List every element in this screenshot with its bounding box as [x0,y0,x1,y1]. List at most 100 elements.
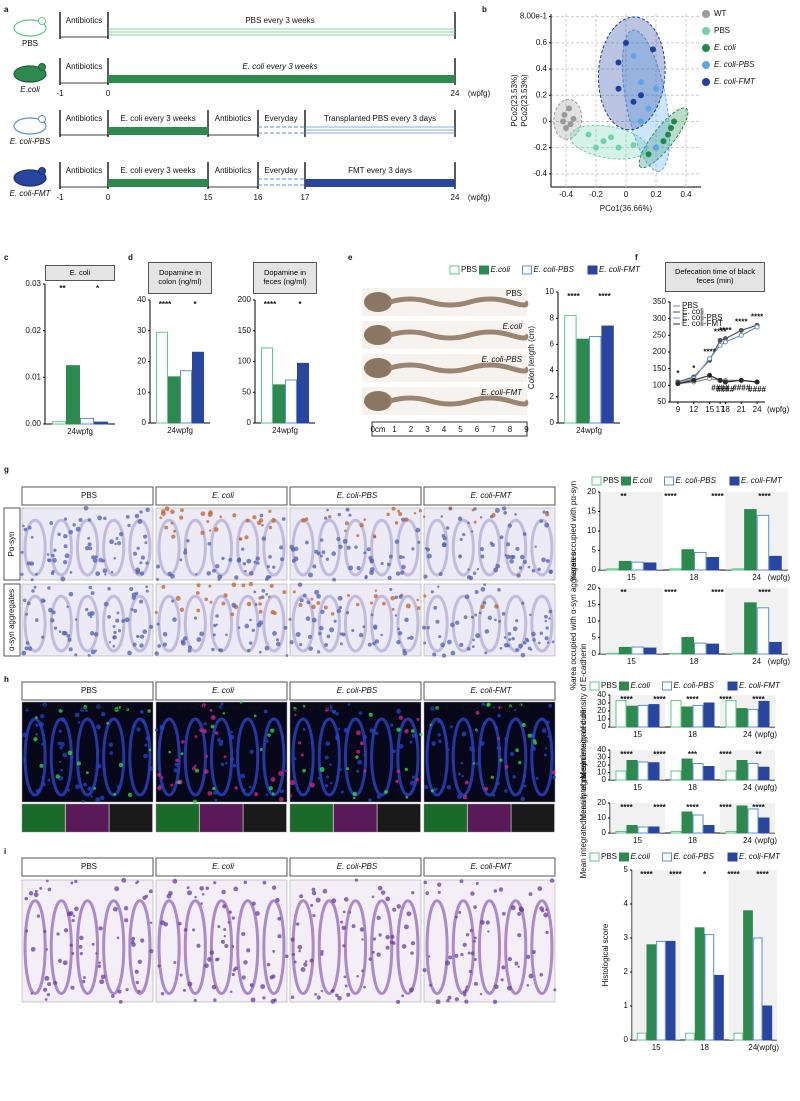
crypt [49,899,73,995]
y-tick-label: 30 [137,326,146,335]
ruler-label: 5 [458,425,463,434]
channel-strip [199,803,243,833]
significance: **** [756,870,769,879]
crypt [396,717,420,797]
cell [217,925,221,929]
cell [363,518,367,521]
cell [95,797,101,803]
cell [116,936,120,940]
crypt [317,899,341,995]
cell [297,944,303,950]
cell [463,993,467,997]
stain-label: Curli [60,703,77,712]
point [754,324,760,330]
cell [511,554,516,559]
cell [532,638,536,642]
cell [244,623,250,629]
cell [35,618,39,622]
channel-strip [511,803,555,833]
cell [416,598,420,602]
cell [78,944,83,949]
cell [67,637,72,642]
cell [200,902,203,905]
x-axis-title: (wpfg) [767,405,790,414]
cell [107,587,111,591]
cell [279,789,284,794]
cell [70,881,74,885]
cell [501,506,507,511]
point [566,105,572,112]
cell [511,636,515,641]
cell [154,728,159,732]
cell [246,558,252,564]
y-tick-label: 2 [550,392,555,401]
point [707,372,713,378]
cell [300,967,306,973]
cell [310,597,314,601]
cell [325,557,330,561]
cell [437,882,442,887]
y-tick-label: 30 [597,753,606,762]
cell [345,507,350,512]
y-tick-label: 30 [597,698,606,707]
y-tick-label: 0 [247,418,252,427]
point [630,98,637,105]
cell [531,568,536,573]
cell [208,529,212,532]
cell [173,529,177,533]
cell [46,992,51,997]
cell [96,704,102,710]
bar [744,602,757,655]
y-axis-title: Colon length (cm) [527,326,536,389]
cell [358,632,364,638]
cell [396,769,400,774]
bar [769,641,782,655]
cell [111,994,115,998]
cell [311,887,316,892]
x-tick-label: -0.4 [559,190,573,199]
cell [370,601,374,605]
legend-label: E. coli-PBS [682,313,722,322]
crypt [477,594,502,653]
cell [497,736,500,740]
significance: * [703,870,707,879]
cell [47,982,52,987]
crypt [425,594,449,653]
label: Antibiotics [66,62,102,71]
cell [427,955,431,958]
cell [218,705,223,709]
cell [67,750,73,756]
stain-label: E-cadherin [292,703,331,712]
cell [222,904,227,909]
cell [218,648,221,652]
cell [243,880,248,885]
crypt [49,594,73,653]
panel-letter: c [4,253,9,262]
bar [668,652,682,655]
cell [406,911,412,917]
cell [83,704,88,710]
cell [447,639,452,645]
bar [631,561,644,571]
ruler-label: 9 [524,425,529,434]
cell [148,889,153,894]
cell [545,908,548,911]
cell [514,961,519,966]
cell [495,781,500,786]
cell [461,774,464,778]
cell [217,574,223,580]
cell [385,945,390,950]
y-tick-label: 0 [602,775,607,784]
bar [626,825,638,834]
cell [20,550,24,554]
cell [129,586,134,591]
significance: **** [664,492,677,501]
cell [543,753,547,757]
cell [25,929,29,933]
bar [668,568,682,571]
cell [68,911,74,916]
cell [282,590,287,595]
bar [601,325,614,424]
cell [357,759,363,765]
cell [380,633,383,637]
